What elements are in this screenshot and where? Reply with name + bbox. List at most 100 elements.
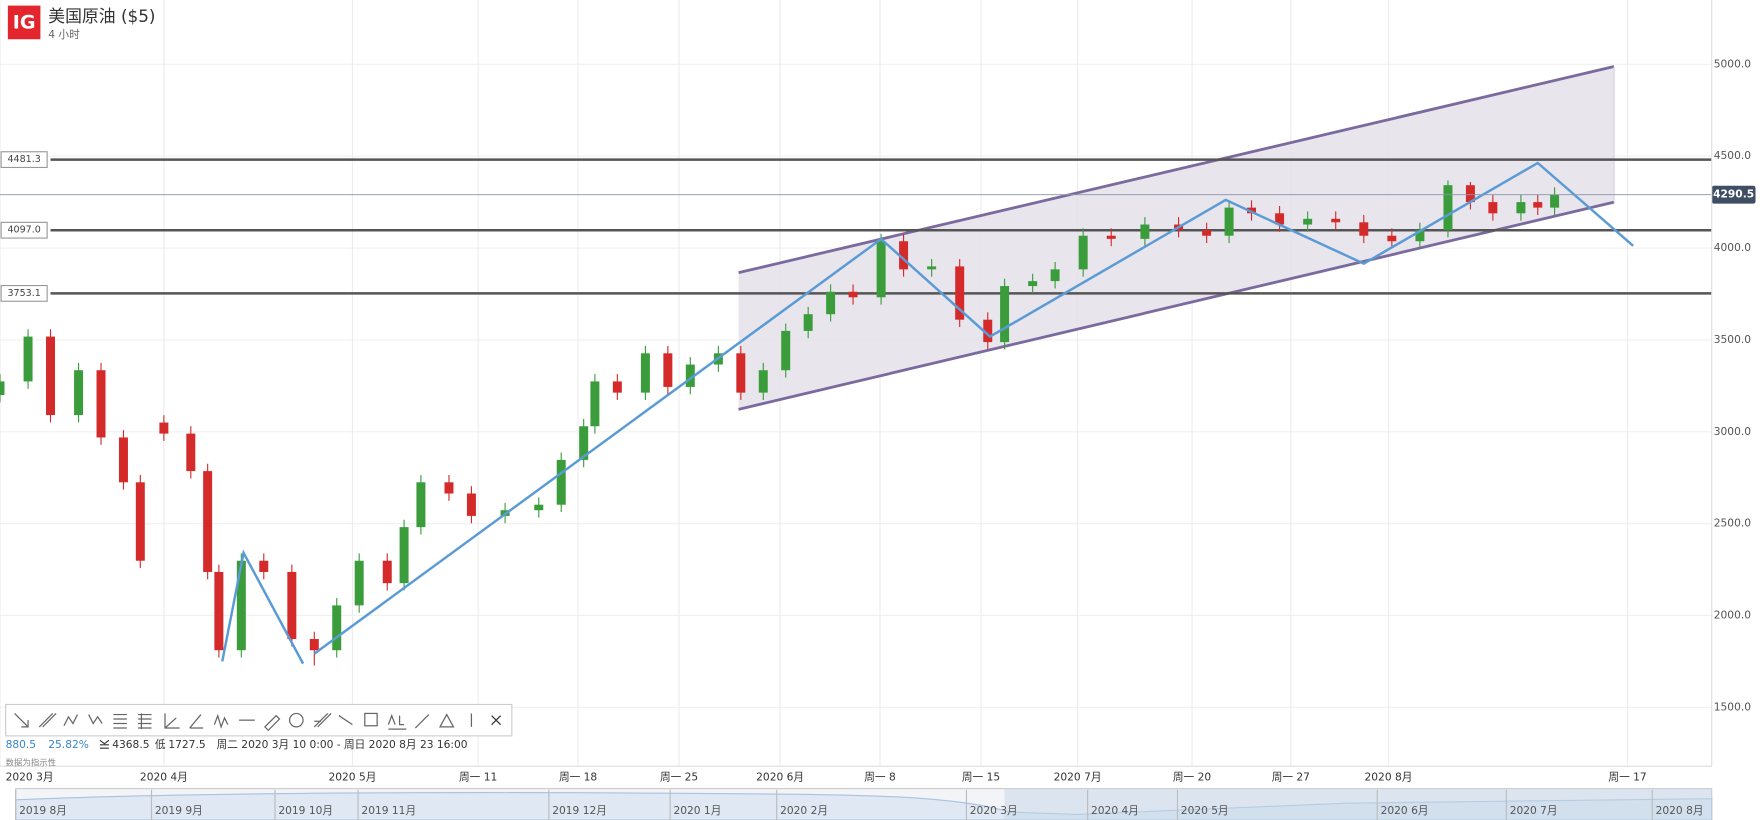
chart-title: 美国原油 ($5) [48, 6, 155, 26]
channel-line [738, 65, 1615, 275]
candle-body [96, 370, 106, 438]
trendline [313, 161, 1634, 655]
tool-circle[interactable] [288, 712, 304, 728]
stat-low-label: 低 [155, 738, 166, 751]
candle-body [1028, 281, 1038, 287]
navigator-label: 2019 12月 [552, 804, 607, 817]
candle-body [1359, 222, 1369, 236]
tool-fib[interactable] [113, 713, 127, 729]
y-tick-label: 3000.0 [1714, 425, 1751, 438]
high-icon [99, 739, 110, 749]
y-tick-label: 2000.0 [1714, 608, 1751, 621]
overlay: 1500.0 2000.0 2500.0 3000.0 3500.0 4000.0 4500… [0, 57, 1756, 783]
candles [0, 180, 1560, 666]
candle-body [332, 605, 342, 651]
tool-pitchfork[interactable] [313, 712, 332, 728]
navigator-window[interactable] [1004, 788, 1712, 820]
candle-body [186, 433, 196, 472]
candle-body [1224, 207, 1234, 236]
candle-body [848, 291, 858, 298]
x-tick-label: 周一 17 [1608, 770, 1646, 783]
candle-body [0, 381, 5, 396]
tool-elliott[interactable] [213, 713, 229, 729]
candle-body [803, 314, 813, 331]
candle-body [382, 560, 392, 584]
candle-body [736, 353, 746, 393]
candle-body [416, 482, 426, 528]
y-tick-label: 4500.0 [1714, 149, 1751, 162]
tool-trend[interactable] [414, 714, 430, 729]
candle-body [118, 437, 128, 483]
tool-close[interactable] [491, 715, 502, 726]
candle-body [309, 639, 319, 651]
tool-ray[interactable] [338, 715, 353, 726]
x-tick-label: 2020 8月 [1365, 770, 1413, 783]
tool-arrow[interactable] [14, 712, 29, 728]
x-tick-label: 周一 11 [459, 770, 497, 783]
level-label-box [0, 221, 48, 239]
candle-body [1202, 230, 1212, 236]
grid [0, 0, 1712, 767]
level-label-box [0, 284, 48, 302]
candle-body [663, 353, 673, 387]
candle-body [1050, 269, 1060, 282]
current-price-box [1711, 185, 1756, 204]
candle-body [983, 319, 993, 343]
tool-grid[interactable] [138, 713, 152, 730]
candle-body [955, 266, 965, 320]
candle-body [1550, 194, 1560, 208]
x-tick-label: 周一 25 [660, 770, 698, 783]
level-label: 4481.3 [7, 154, 40, 165]
navigator-label: 2020 4月 [1091, 804, 1139, 817]
candle-body [826, 291, 836, 315]
navigator-label: 2020 5月 [1181, 804, 1229, 817]
toolbar [5, 703, 513, 737]
candle-body [758, 370, 768, 393]
x-tick-label: 周一 18 [559, 770, 597, 783]
tool-angle[interactable] [164, 713, 180, 729]
candle-body [236, 560, 246, 651]
navigator: 2019 8月 2019 9月 2019 10月 2019 11月 2019 12月 20… [15, 788, 1713, 820]
candle-body [1443, 185, 1453, 231]
tool-triangle[interactable] [438, 713, 455, 728]
navigator-label: 2020 6月 [1381, 804, 1429, 817]
candle-body [1078, 235, 1088, 270]
navigator-label: 2020 1月 [673, 804, 721, 817]
tool-line-angle[interactable] [189, 714, 204, 729]
candle-body [1106, 235, 1116, 239]
navigator-label: 2020 3月 [970, 804, 1018, 817]
tool-rect[interactable] [364, 712, 378, 727]
candle-body [135, 482, 145, 561]
candle-body [74, 370, 84, 416]
channel-line [738, 200, 1615, 411]
y-tick-label: 2500.0 [1714, 517, 1751, 530]
candle-body [23, 336, 33, 382]
candle-body [1516, 202, 1526, 214]
current-price-label: 4290.5 [1713, 188, 1754, 201]
stat-high: 4368.5 [112, 738, 149, 751]
tool-wave[interactable] [63, 714, 79, 727]
y-tick-label: 5000.0 [1714, 57, 1751, 70]
tool-channel[interactable] [38, 712, 57, 728]
stat-low: 1727.5 [168, 738, 205, 751]
x-tick-label: 2020 3月 [6, 770, 54, 783]
candle-body [1488, 202, 1498, 214]
tool-ruler[interactable] [264, 714, 281, 732]
x-tick-label: 2020 7月 [1054, 770, 1102, 783]
navigator-label: 2019 10月 [278, 804, 333, 817]
candle-body [1415, 230, 1425, 242]
stat-note: 数据为指示性 [6, 757, 56, 767]
tool-pattern[interactable] [88, 714, 103, 725]
candle-body [899, 241, 909, 270]
candle-body [1275, 213, 1285, 225]
y-tick-label: 3500.0 [1714, 333, 1751, 346]
navigator-label: 2019 9月 [155, 804, 203, 817]
candle-body [612, 381, 622, 393]
candle-body [781, 330, 791, 371]
logo [7, 5, 41, 40]
x-tick-label: 周一 27 [1272, 770, 1310, 783]
tool-text[interactable] [387, 713, 407, 730]
candle-body [640, 353, 650, 393]
